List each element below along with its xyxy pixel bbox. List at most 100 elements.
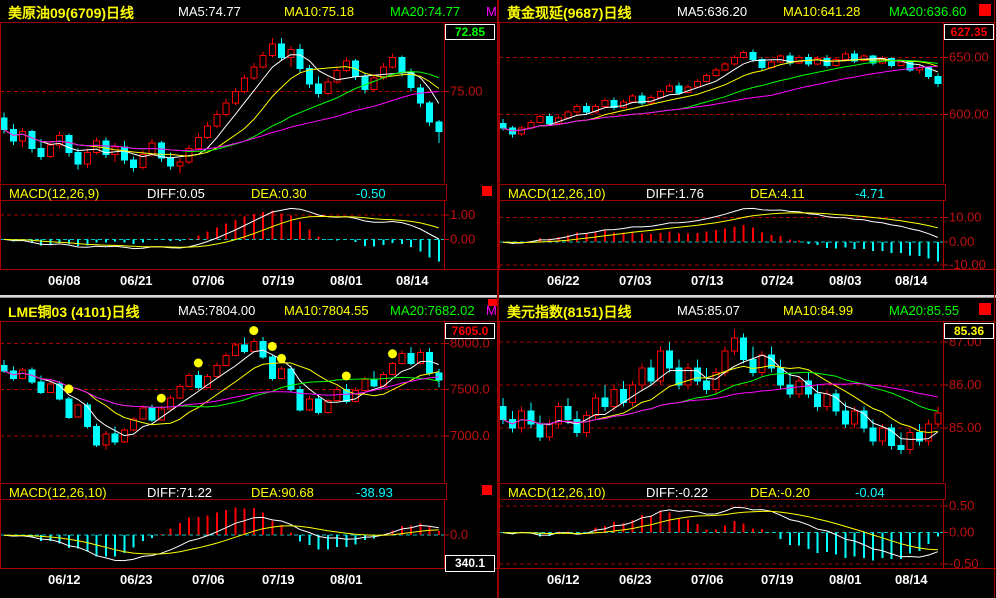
macd-dea-label: DEA:4.11	[750, 186, 805, 201]
svg-text:75.00: 75.00	[450, 84, 483, 99]
date-tick-label: 07/03	[619, 273, 652, 288]
last-price-badge: 627.35	[944, 24, 994, 40]
ma5-value-label: MA5:7804.00	[178, 303, 256, 318]
svg-text:0.50: 0.50	[949, 500, 974, 513]
svg-text:8000.0: 8000.0	[450, 335, 490, 350]
ma-overflow-fragment: MA:	[486, 303, 497, 318]
instrument-title: 美原油09(6709)日线	[8, 5, 135, 21]
signal-dot-icon	[277, 353, 286, 363]
date-tick-label: 07/24	[761, 273, 794, 288]
date-tick-label: 08/14	[895, 572, 928, 587]
macd-chart[interactable]: 1.00 0.00	[0, 201, 497, 270]
date-tick-label: 08/01	[330, 572, 363, 587]
svg-text:0.0: 0.0	[450, 527, 468, 542]
date-tick-label: 08/01	[829, 572, 862, 587]
date-tick-label: 07/06	[691, 572, 724, 587]
macd-value-label: -38.93	[356, 485, 393, 500]
macd-diff-label: DIFF:1.76	[646, 186, 704, 201]
ma20-value-label: MA20:85.55	[889, 303, 960, 318]
date-tick-label: 08/14	[895, 273, 928, 288]
instrument-title: 黄金现延(9687)日线	[507, 5, 632, 21]
header-underline	[499, 321, 996, 322]
ma5-value-label: MA5:636.20	[677, 4, 748, 19]
last-price-badge: 72.85	[445, 24, 495, 40]
date-axis: 06/22 07/03 07/13 07/24 08/03 08/14	[499, 271, 996, 291]
date-tick-label: 08/03	[829, 273, 862, 288]
macd-dea-label: DEA:0.30	[251, 186, 307, 201]
date-tick-label: 06/12	[547, 572, 580, 587]
ma-overflow-fragment: M	[486, 4, 497, 19]
header-underline	[0, 321, 497, 322]
macd-params-label: MACD(12,26,10)	[508, 485, 606, 500]
last-price-badge: 7605.0	[445, 323, 495, 339]
svg-text:0.00: 0.00	[949, 525, 974, 540]
date-tick-label: 07/06	[192, 572, 225, 587]
date-tick-label: 07/19	[262, 273, 295, 288]
date-axis: 06/12 06/23 07/06 07/19 08/01	[0, 570, 497, 590]
instrument-title: LME铜03 (4101)日线	[8, 304, 140, 320]
macd-diff-label: DIFF:0.05	[147, 186, 205, 201]
date-axis: 06/12 06/23 07/06 07/19 08/01 08/14	[499, 570, 996, 590]
red-corner-marker-icon	[488, 299, 497, 306]
date-tick-label: 07/13	[691, 273, 724, 288]
macd-chart[interactable]: 0.0	[0, 500, 497, 569]
panel-header: 美原油09(6709)日线 MA5:74.77 MA10:75.18 MA20:…	[0, 0, 497, 22]
macd-params-label: MACD(12,26,10)	[9, 485, 107, 500]
svg-text:650.00: 650.00	[949, 49, 989, 64]
ma20-value-label: MA20:7682.02	[390, 303, 475, 318]
ma5-value-label: MA5:85.07	[677, 303, 740, 318]
macd-header: MACD(12,26,10) DIFF:-0.22 DEA:-0.20 -0.0…	[499, 483, 946, 500]
svg-text:7000.0: 7000.0	[450, 428, 490, 443]
date-tick-label: 08/01	[330, 273, 363, 288]
macd-header: MACD(12,26,10) DIFF:1.76 DEA:4.11 -4.71	[499, 184, 946, 201]
date-tick-label: 06/23	[619, 572, 652, 587]
svg-text:86.00: 86.00	[949, 377, 982, 392]
chart-panel-lme-copper[interactable]: LME铜03 (4101)日线 MA5:7804.00 MA10:7804.55…	[0, 299, 497, 596]
red-marker-icon	[979, 303, 991, 315]
macd-header: MACD(12,26,10) DIFF:71.22 DEA:90.68 -38.…	[0, 483, 447, 500]
svg-text:7500.0: 7500.0	[450, 382, 490, 397]
vertical-panel-divider	[497, 0, 499, 598]
ma5-value-label: MA5:74.77	[178, 4, 241, 19]
svg-text:0.00: 0.00	[949, 234, 974, 249]
macd-dea-label: DEA:90.68	[251, 485, 314, 500]
svg-text:0.00: 0.00	[450, 231, 475, 246]
ma20-value-label: MA20:636.60	[889, 4, 967, 19]
chart-panel-crude-oil[interactable]: 美原油09(6709)日线 MA5:74.77 MA10:75.18 MA20:…	[0, 0, 497, 297]
last-price-badge: 85.36	[944, 323, 994, 339]
macd-chart[interactable]: 0.50 0.00 -0.50	[499, 500, 996, 569]
macd-scale-badge: 340.1	[445, 555, 495, 572]
price-chart[interactable]: 75.00	[0, 23, 497, 183]
macd-diff-label: DIFF:-0.22	[646, 485, 709, 500]
header-underline	[499, 22, 996, 23]
panel-header: 黄金现延(9687)日线 MA5:636.20 MA10:641.28 MA20…	[499, 0, 996, 22]
date-tick-label: 06/12	[48, 572, 81, 587]
price-chart[interactable]: 8000.0 7500.0 7000.0	[0, 322, 497, 482]
macd-dea-label: DEA:-0.20	[750, 485, 810, 500]
ma10-value-label: MA10:7804.55	[284, 303, 369, 318]
date-tick-label: 06/23	[120, 572, 153, 587]
macd-diff-label: DIFF:71.22	[147, 485, 213, 500]
red-marker-icon	[482, 485, 492, 495]
signal-dot-icon	[193, 358, 203, 368]
chart-panel-gold[interactable]: 黄金现延(9687)日线 MA5:636.20 MA10:641.28 MA20…	[499, 0, 996, 297]
svg-text:1.00: 1.00	[450, 207, 475, 222]
macd-chart[interactable]: 10.00 0.00 -10.00	[499, 201, 996, 270]
date-tick-label: 07/19	[262, 572, 295, 587]
svg-text:-0.50: -0.50	[949, 556, 979, 569]
macd-value-label: -0.50	[356, 186, 386, 201]
ma20-value-label: MA20:74.77	[390, 4, 461, 19]
instrument-title: 美元指数(8151)日线	[507, 304, 632, 320]
svg-text:85.00: 85.00	[949, 420, 982, 435]
right-edge-border	[994, 0, 995, 598]
panel-header: 美元指数(8151)日线 MA5:85.07 MA10:84.99 MA20:8…	[499, 299, 996, 321]
macd-value-label: -4.71	[855, 186, 885, 201]
signal-dot-icon	[156, 393, 166, 403]
signal-dot-icon	[64, 384, 74, 394]
red-marker-icon	[979, 4, 991, 16]
price-chart[interactable]: 650.00 600.00	[499, 23, 996, 183]
chart-panel-usd-index[interactable]: 美元指数(8151)日线 MA5:85.07 MA10:84.99 MA20:8…	[499, 299, 996, 596]
header-underline	[0, 22, 497, 23]
